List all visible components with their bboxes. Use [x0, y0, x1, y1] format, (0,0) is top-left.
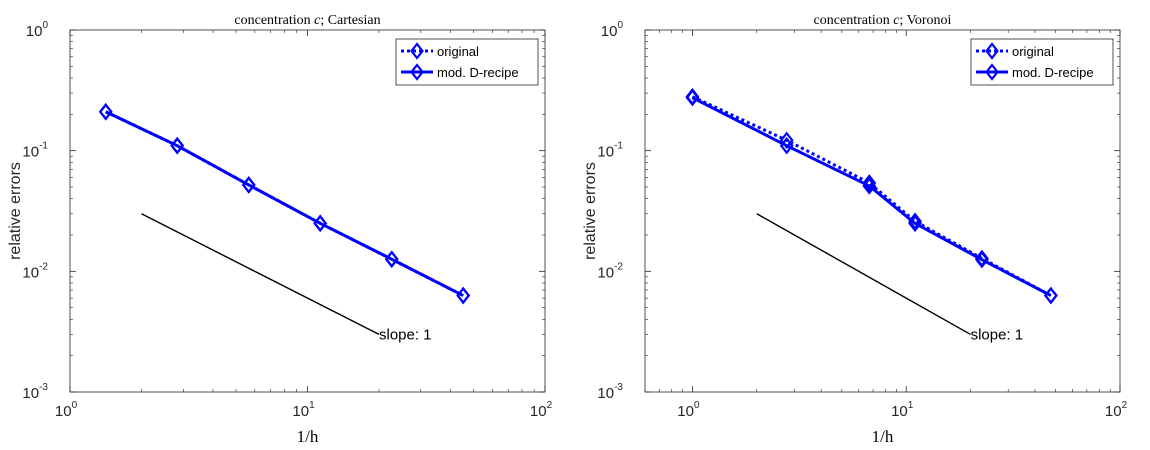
x-tick-label: 101 [292, 400, 315, 420]
reference-slope-line [141, 213, 380, 336]
legend-label: mod. D-recipe [1012, 65, 1094, 80]
series-line [691, 96, 1052, 297]
plot-area [69, 29, 546, 393]
reference-slope-label: slope: 1 [971, 326, 1024, 343]
x-axis-label: 1/h [872, 427, 894, 446]
series-mod-d-recipe [685, 88, 1058, 305]
legend-marker [985, 63, 999, 81]
chart-cartesian: 100 101 102 10-3 10-2 10-1 100 concentration c;… [7, 13, 553, 446]
series-line [691, 95, 1052, 297]
x-tick-label: 102 [1105, 400, 1128, 420]
y-tick-label: 100 [601, 20, 624, 40]
data-point-marker [685, 88, 700, 107]
legend-marker [985, 42, 999, 60]
data-point-marker [779, 136, 794, 155]
series-line [105, 110, 464, 297]
legend-label: original [1012, 44, 1054, 59]
x-axis-label: 1/h [297, 427, 319, 446]
legend: original mod. D-recipe [395, 38, 539, 86]
y-tick-label: 10-3 [22, 382, 48, 402]
data-point-marker [241, 176, 256, 194]
data-point-marker [1043, 286, 1058, 305]
x-tick-label: 100 [55, 400, 78, 420]
data-point-marker [862, 177, 877, 195]
data-point-marker [862, 174, 877, 192]
data-point-marker [975, 250, 989, 269]
y-tick-label: 10-1 [597, 141, 623, 161]
series-mod-d-recipe [98, 103, 471, 305]
y-tick-label: 10-1 [22, 141, 48, 161]
y-axis-label: relative errors [7, 162, 24, 260]
legend-marker [410, 42, 424, 60]
reference-slope-line [756, 213, 971, 336]
x-tick-label: 101 [891, 400, 914, 420]
minor-ticks [644, 30, 1120, 392]
y-tick-label: 10-3 [597, 382, 623, 402]
legend-label: original [437, 44, 479, 59]
data-point-marker [170, 136, 185, 155]
legend-label: mod. D-recipe [437, 65, 519, 80]
chart-title: concentration c; Voronoi [814, 13, 952, 28]
reference-slope-label: slope: 1 [379, 326, 432, 343]
data-point-marker [384, 250, 399, 269]
legend: original mod. D-recipe [970, 38, 1114, 86]
y-tick-label: 100 [26, 20, 49, 40]
y-axis-label: relative errors [582, 162, 599, 260]
y-tick-label: 10-2 [22, 261, 48, 281]
legend-marker [410, 63, 424, 81]
data-point-marker [98, 103, 113, 121]
x-tick-label: 102 [530, 400, 553, 420]
y-tick-label: 10-2 [597, 261, 623, 281]
minor-ticks [70, 30, 545, 392]
data-point-marker [908, 214, 922, 233]
chart-voronoi: 100 101 102 10-3 10-2 10-1 100 concentration c;… [582, 13, 1128, 446]
data-point-marker [456, 286, 471, 305]
data-point-marker [313, 214, 328, 233]
chart-title: concentration c; Cartesian [234, 13, 380, 28]
plot-area [644, 29, 1121, 393]
x-tick-label: 100 [677, 400, 700, 420]
